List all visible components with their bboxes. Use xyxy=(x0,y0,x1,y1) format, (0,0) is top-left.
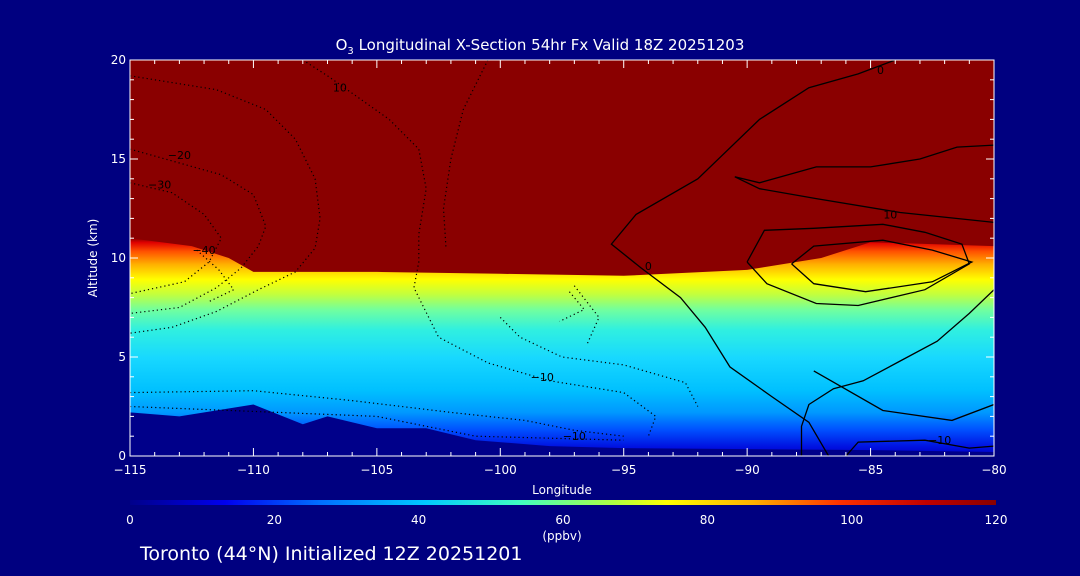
x-tick-label-0: −115 xyxy=(114,463,147,477)
colorbar xyxy=(130,500,996,505)
positive-contours xyxy=(610,60,994,456)
colorbar-tick-label-1: 20 xyxy=(267,513,282,527)
x-tick-label-4: −95 xyxy=(611,463,636,477)
chart-title: O3 Longitudinal X-Section 54hr Fx Valid … xyxy=(335,36,745,57)
x-tick-label-2: −105 xyxy=(360,463,393,477)
terrain-fill xyxy=(130,404,994,456)
contour-label-9: −10 xyxy=(928,434,951,447)
y-tick-label-2: 10 xyxy=(111,251,126,265)
contour-solid-3 xyxy=(813,370,994,422)
colorbar-label: (ppbv) xyxy=(542,529,581,543)
x-tick-label-1: −110 xyxy=(237,463,270,477)
contour-dotted-0 xyxy=(302,60,657,437)
x-axis-label: Longitude xyxy=(532,483,592,497)
y-tick-label-0: 0 xyxy=(118,449,126,463)
contour-solid-1 xyxy=(734,144,994,224)
colorbar-tick-label-5: 100 xyxy=(840,513,863,527)
contour-label-7: 0 xyxy=(877,64,884,77)
contour-dotted-4 xyxy=(130,182,223,295)
contour-dotted-5 xyxy=(196,249,235,303)
contour-label-1: −20 xyxy=(168,149,191,162)
colorbar-tick-label-2: 40 xyxy=(411,513,426,527)
x-tick-label-6: −85 xyxy=(858,463,883,477)
colorbar-ticks: 0 20 40 60 80 100 120 xyxy=(126,513,1007,527)
contour-solid-5 xyxy=(746,223,971,307)
contour-solid-4 xyxy=(845,439,994,456)
x-tick-label-3: −100 xyxy=(484,463,517,477)
y-tick-label-4: 20 xyxy=(111,53,126,67)
contour-solid-0 xyxy=(610,60,896,456)
contour-label-3: −40 xyxy=(192,244,215,257)
contour-label-8: 10 xyxy=(883,208,897,221)
contour-label-0: 10 xyxy=(333,82,347,95)
contour-solid-2 xyxy=(800,289,994,456)
negative-contours xyxy=(130,60,699,441)
x-tick-label-7: −80 xyxy=(981,463,1006,477)
contour-label-6: 0 xyxy=(645,260,652,273)
y-axis-label: Altitude (km) xyxy=(86,219,100,298)
colorbar-tick-label-0: 0 xyxy=(126,513,134,527)
contour-dotted-8 xyxy=(499,316,699,407)
contour-dotted-2 xyxy=(130,75,321,334)
contour-label-4: −10 xyxy=(531,371,554,384)
y-tick-label-3: 15 xyxy=(111,152,126,166)
colorbar-tick-label-3: 60 xyxy=(555,513,570,527)
colorbar-tick-label-6: 120 xyxy=(985,513,1008,527)
contour-dotted-9 xyxy=(573,285,600,346)
footer-caption: Toronto (44°N) Initialized 12Z 20251201 xyxy=(140,543,523,565)
contour-solid-6 xyxy=(791,239,974,293)
plot-area: 10 −20 −30 −40 −10 −10 0 0 10 −10 xyxy=(130,60,994,456)
x-tick-label-5: −90 xyxy=(734,463,759,477)
contour-dotted-3 xyxy=(130,148,267,314)
x-axis: −115 −110 −105 −100 −95 −90 −85 −80 xyxy=(114,60,1007,477)
colorbar-tick-label-4: 80 xyxy=(700,513,715,527)
contour-labels: 10 −20 −30 −40 −10 −10 0 0 10 −10 xyxy=(148,64,951,447)
contour-label-5: −10 xyxy=(563,430,586,443)
y-axis: 0 5 10 15 20 xyxy=(111,53,994,463)
contour-label-2: −30 xyxy=(148,179,171,192)
y-tick-label-1: 5 xyxy=(118,350,126,364)
